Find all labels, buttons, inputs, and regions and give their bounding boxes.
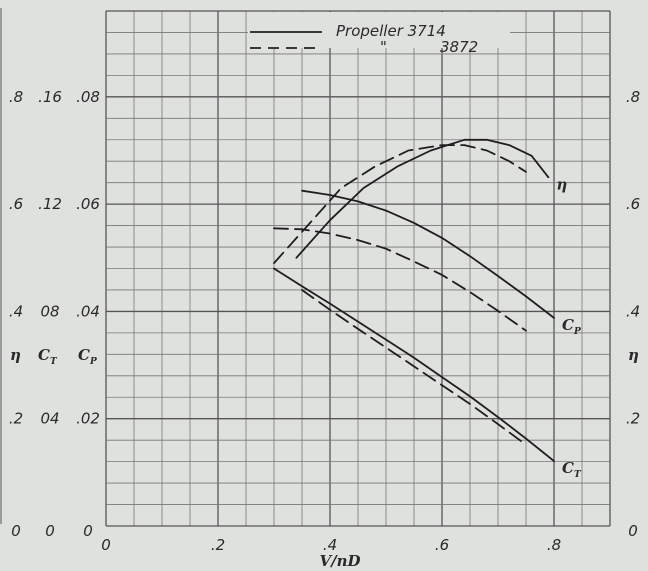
x-tick-label: .2 (211, 536, 225, 554)
legend-box (248, 12, 510, 48)
y-tick-label-ct: 0 (45, 522, 55, 540)
curve-label-cp: CP (562, 316, 581, 337)
y-axis-label-eta-left: η (10, 346, 21, 364)
y-tick-label-ct: 08 (40, 302, 59, 320)
y-tick-label-eta-left: .2 (9, 410, 23, 428)
y-tick-label-ct: .12 (38, 195, 62, 213)
y-tick-label-cp: .08 (76, 88, 100, 106)
y-tick-label-ct: 04 (40, 410, 59, 428)
y-tick-label-cp: .02 (76, 410, 100, 428)
series-ct-3714 (273, 267, 555, 463)
y-tick-label-eta-right: .2 (626, 410, 640, 428)
y-tick-label-ct: .16 (38, 88, 62, 106)
ct-main: C (38, 346, 50, 364)
curve-label-ct: CT (562, 459, 582, 480)
curve-label-eta: η (556, 175, 567, 193)
tick-labels: 0 .2 .4 .6 .8 0 .2 .4 .6 .8 0 04 08 .12 .16 0 .02 .04 .06.… (9, 88, 640, 554)
curve-label-sub: P (573, 327, 581, 337)
legend-label-3872: 3872 (440, 38, 478, 56)
y-tick-label-eta-left: .8 (9, 88, 23, 106)
legend-ditto-mark: " (380, 38, 387, 56)
axis-labels: V/nD η CT CP η (10, 346, 639, 570)
cp-sub: P (89, 357, 97, 367)
legend-label-3714: Propeller 3714 (336, 22, 446, 40)
y-tick-label-eta-right: .4 (626, 302, 640, 320)
x-tick-label: .8 (547, 536, 561, 554)
y-tick-label-eta-left: .6 (9, 195, 23, 213)
y-tick-label-eta-right: .6 (626, 195, 640, 213)
x-axis-label: V/nD (319, 552, 360, 570)
x-tick-label: .6 (435, 536, 449, 554)
curve-label-main: C (562, 316, 574, 334)
y-tick-label-cp: .04 (76, 302, 100, 320)
y-tick-label-cp: .06 (76, 195, 100, 213)
y-tick-label-eta-right: .8 (626, 88, 640, 106)
series-ct-3872 (301, 289, 527, 446)
x-tick-label: 0 (101, 536, 111, 554)
series-cp-3872 (273, 227, 527, 332)
y-axis-label-eta-right: η (628, 346, 639, 364)
cp-main: C (78, 346, 90, 364)
y-axis-label-ct: CT (38, 346, 58, 367)
curve-label-sub: T (574, 470, 582, 480)
curve-label-main: C (562, 459, 574, 477)
y-axis-label-cp: CP (78, 346, 97, 367)
series-cp-3714 (301, 189, 555, 319)
y-tick-label-cp: 0 (83, 522, 93, 540)
ct-sub: T (50, 357, 58, 367)
x-tick-label: .4 (323, 536, 337, 554)
legend: Propeller 3714 " 3872 (250, 22, 478, 56)
series-eta-3872 (273, 144, 527, 265)
y-tick-label-eta-left: .4 (9, 302, 23, 320)
y-tick-label-eta-left: 0 (11, 522, 21, 540)
y-tick-label-eta-right: 0 (628, 522, 638, 540)
grid (105, 10, 611, 527)
